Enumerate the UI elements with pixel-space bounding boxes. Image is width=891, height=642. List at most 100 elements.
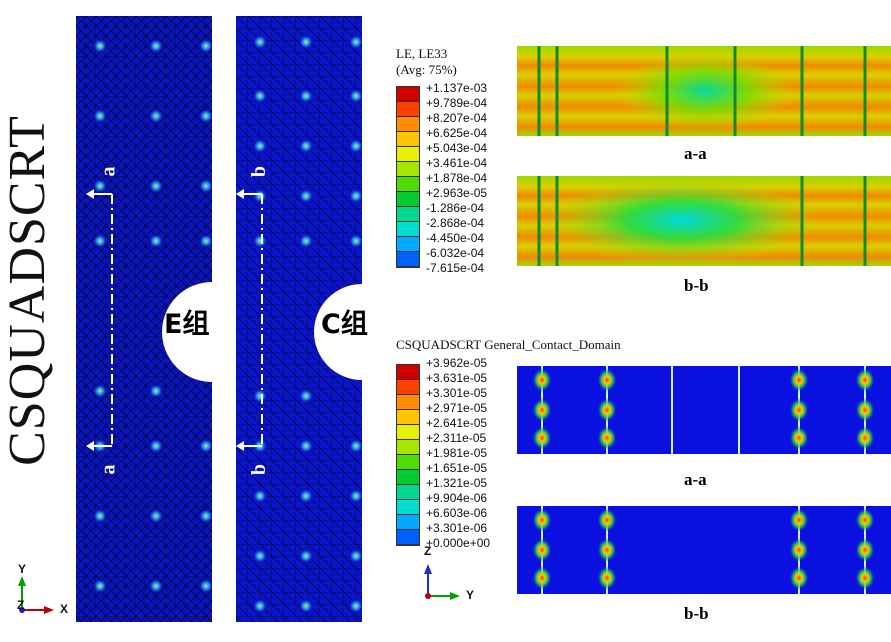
mesh-highlight [253,89,267,103]
legend-contact-bar [396,364,420,546]
contact-hotspot [789,426,809,450]
mesh-highlight [299,599,313,613]
mesh-highlight [349,139,363,153]
contact-hotspot [789,508,809,532]
mesh-highlight [149,109,163,123]
mesh-highlight [199,439,213,453]
legend-strain-bar [396,86,420,268]
contact-hotspot [597,566,617,590]
legend-contact-value: +6.603e-06 [426,506,488,520]
legend-contact-swatch [397,485,419,500]
contact-hotspot [855,508,875,532]
mesh-highlight [299,489,313,503]
legend-contact-swatch [397,530,419,545]
legend-contact-swatch [397,440,419,455]
mesh-highlight [199,579,213,593]
legend-contact-swatch [397,395,419,410]
mesh-highlight [299,234,313,248]
legend-strain-value: +5.043e-04 [426,141,488,155]
legend-strain-value: +9.789e-04 [426,96,488,110]
contact-hotspot [855,368,875,392]
contact-hotspot [597,538,617,562]
mesh-highlight [149,39,163,53]
mesh-highlight [199,109,213,123]
legend-contact-value: +2.311e-05 [426,431,487,445]
mesh-highlight [253,549,267,563]
cut-label-b-bottom: b [248,463,271,476]
label-strain-b-b: b-b [684,276,709,295]
mesh-highlight [93,39,107,53]
legend-contact-swatch [397,455,419,470]
mesh-highlight [349,234,363,248]
mesh-highlight [199,509,213,523]
legend-strain-swatch [397,132,419,147]
triad-left-z: Z [17,598,25,612]
legend-contact-swatch [397,425,419,440]
legend-strain-swatch [397,117,419,132]
contact-hotspot [532,398,552,422]
mesh-highlight [199,234,213,248]
model-e-panel [76,16,262,622]
mesh-highlight [253,189,267,203]
model-c-panel [236,16,410,622]
mesh-highlight [349,439,363,453]
legend-strain-swatch [397,162,419,177]
legend-strain-swatch [397,237,419,252]
axis-triad-left [18,576,54,614]
legend-contact-labels: +3.962e-05 +3.631e-05 +3.301e-05 +2.971e-05… [426,356,490,551]
mesh-highlight [149,509,163,523]
mesh-highlight [253,139,267,153]
legend-strain-swatch [397,177,419,192]
mesh-highlight [299,439,313,453]
contact-hotspot [532,426,552,450]
legend-strain-swatch [397,222,419,237]
legend-contact-title: CSQUADSCRT General_Contact_Domain [396,337,621,352]
legend-strain-value: -6.032e-04 [426,246,485,260]
legend-strain-value: -4.450e-04 [426,231,485,245]
label-contact-b-b: b-b [684,604,709,623]
cut-label-a-top: a [97,166,120,177]
mesh-highlight [299,139,313,153]
mesh-highlight [149,579,163,593]
legend-strain-swatch [397,252,419,267]
side-title: CSQUADSCRT [0,114,56,466]
mesh-highlight [299,189,313,203]
legend-contact-value: +0.000e+00 [426,536,491,550]
triad-right-z: Z [424,544,432,558]
contact-hotspot [597,398,617,422]
legend-strain-swatch [397,102,419,117]
legend-contact-value: +3.301e-06 [426,521,488,535]
contact-hotspot [597,426,617,450]
mesh-highlight [349,489,363,503]
triad-left-y: Y [18,562,27,576]
mesh-highlight [93,579,107,593]
cut-label-a-bottom: a [97,464,120,475]
mesh-highlight [93,234,107,248]
legend-strain-value: -2.868e-04 [426,216,485,230]
legend-contact-value: +1.321e-05 [426,476,488,490]
mesh-highlight [253,599,267,613]
mesh-highlight [253,35,267,49]
mesh-highlight [299,389,313,403]
contact-section-b-b [517,506,891,594]
contact-hotspot [789,538,809,562]
mesh-highlight [349,35,363,49]
legend-contact-swatch [397,500,419,515]
mesh-highlight [149,384,163,398]
legend-strain-swatch [397,87,419,102]
mesh-highlight [349,549,363,563]
model-e-mesh [76,16,262,622]
legend-strain-value: +2.963e-05 [426,186,488,200]
contact-hotspot [855,566,875,590]
triad-right-y: Y [466,588,475,602]
mesh-highlight [93,509,107,523]
mesh-highlight [299,35,313,49]
contact-hotspot [789,368,809,392]
mesh-highlight [349,89,363,103]
legend-strain-title: LE, LE33 (Avg: 75%) [396,46,457,77]
mesh-highlight [149,179,163,193]
legend-strain-value: +1.137e-03 [426,81,488,95]
legend-contact-swatch [397,410,419,425]
mesh-highlight [299,549,313,563]
strain-section-b-b [517,176,891,266]
